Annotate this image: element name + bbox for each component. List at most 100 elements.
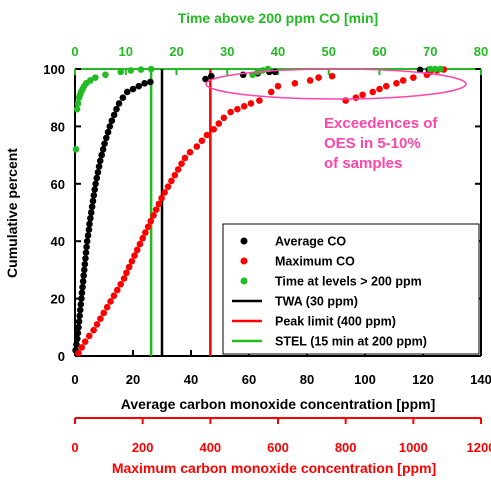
legend-marker bbox=[240, 257, 248, 265]
data-point bbox=[315, 74, 322, 81]
data-point bbox=[198, 137, 206, 145]
data-point bbox=[416, 66, 424, 74]
second-bottom-x-tick-label: 600 bbox=[267, 440, 289, 455]
data-point bbox=[86, 77, 94, 84]
data-point bbox=[78, 344, 86, 351]
data-point bbox=[220, 114, 228, 122]
data-point bbox=[82, 249, 90, 256]
legend-label: STEL (15 min at 200 ppm) bbox=[275, 335, 427, 349]
data-point bbox=[93, 321, 101, 328]
data-point bbox=[208, 72, 215, 80]
data-point bbox=[123, 269, 130, 277]
data-point bbox=[87, 214, 94, 222]
data-point bbox=[215, 120, 223, 127]
data-point bbox=[352, 94, 360, 101]
second-bottom-x-tick-label: 800 bbox=[335, 440, 357, 455]
data-point bbox=[359, 91, 366, 99]
data-point bbox=[158, 194, 165, 202]
data-point bbox=[123, 88, 131, 96]
data-point bbox=[100, 309, 108, 317]
data-point bbox=[135, 82, 143, 90]
bottom-x-tick-label: 140 bbox=[470, 372, 491, 387]
data-point bbox=[74, 100, 82, 107]
data-point bbox=[72, 146, 80, 153]
data-point bbox=[399, 77, 407, 84]
data-point bbox=[92, 74, 99, 81]
data-point bbox=[106, 123, 114, 130]
y-tick-label: 20 bbox=[51, 292, 65, 307]
data-point bbox=[113, 286, 121, 294]
data-point bbox=[141, 80, 148, 87]
second-bottom-x-tick-label: 0 bbox=[71, 440, 78, 455]
data-point bbox=[369, 88, 377, 96]
series-group bbox=[72, 66, 433, 354]
data-point bbox=[86, 220, 93, 228]
bottom-x-axis-title: Average carbon monoxide concentration [p… bbox=[121, 396, 436, 412]
annotation-text: of samples bbox=[324, 155, 402, 172]
data-point bbox=[85, 226, 93, 234]
data-point bbox=[328, 72, 336, 80]
bottom-x-tick-label: 60 bbox=[242, 372, 256, 387]
data-point bbox=[136, 240, 144, 248]
data-point bbox=[426, 65, 434, 73]
legend-marker bbox=[240, 237, 248, 245]
data-point bbox=[73, 105, 81, 113]
legend-label: Time at levels > 200 ppm bbox=[275, 275, 422, 289]
data-point bbox=[376, 85, 383, 93]
data-point bbox=[137, 66, 145, 73]
top-x-tick-label: 10 bbox=[119, 44, 133, 59]
data-point bbox=[203, 131, 211, 139]
data-point bbox=[128, 257, 136, 265]
data-point bbox=[81, 338, 89, 345]
data-point bbox=[97, 315, 104, 322]
data-point bbox=[79, 278, 87, 285]
data-point bbox=[99, 146, 107, 153]
data-point bbox=[74, 335, 81, 343]
data-point bbox=[174, 166, 182, 173]
data-point bbox=[210, 125, 218, 133]
data-point bbox=[110, 292, 118, 300]
second-bottom-x-axis-title: Maximum carbon monoxide concentration [p… bbox=[112, 460, 436, 476]
data-point bbox=[202, 75, 209, 83]
data-point bbox=[267, 88, 275, 96]
data-point bbox=[104, 128, 112, 136]
data-point bbox=[256, 97, 263, 104]
data-point bbox=[181, 154, 189, 162]
data-point bbox=[101, 140, 108, 147]
top-x-tick-label: 40 bbox=[271, 44, 285, 59]
data-point bbox=[152, 206, 160, 213]
data-point bbox=[271, 68, 279, 76]
second-bottom-x-tick-label: 1000 bbox=[399, 440, 428, 455]
data-point bbox=[85, 332, 93, 340]
data-point bbox=[77, 301, 85, 308]
data-point bbox=[164, 183, 172, 190]
legend-label: Peak limit (400 ppm) bbox=[275, 315, 396, 329]
data-point bbox=[227, 108, 234, 116]
data-point bbox=[117, 280, 124, 288]
data-point bbox=[81, 260, 89, 268]
data-point bbox=[90, 191, 98, 199]
exceedance-ellipse bbox=[205, 68, 467, 100]
data-point bbox=[113, 105, 120, 113]
data-point bbox=[240, 103, 248, 110]
series-group bbox=[72, 65, 444, 153]
data-point bbox=[74, 329, 82, 337]
legend-marker bbox=[240, 277, 248, 285]
bottom-x-tick-label: 40 bbox=[184, 372, 198, 387]
data-point bbox=[108, 117, 116, 124]
top-x-tick-label: 50 bbox=[322, 44, 336, 59]
data-point bbox=[147, 78, 154, 86]
top-x-tick-label: 30 bbox=[220, 44, 234, 59]
y-tick-label: 0 bbox=[58, 349, 65, 364]
second-bottom-x-tick-label: 1200 bbox=[467, 440, 491, 455]
data-point bbox=[75, 349, 82, 357]
data-point bbox=[193, 143, 201, 150]
top-x-axis-title: Time above 200 ppm CO [min] bbox=[178, 10, 378, 26]
data-point bbox=[131, 252, 138, 259]
y-tick-label: 40 bbox=[51, 234, 65, 249]
data-point bbox=[125, 263, 133, 271]
data-point bbox=[410, 74, 417, 81]
data-point bbox=[110, 111, 118, 119]
data-point bbox=[83, 243, 90, 251]
data-point bbox=[147, 217, 155, 225]
